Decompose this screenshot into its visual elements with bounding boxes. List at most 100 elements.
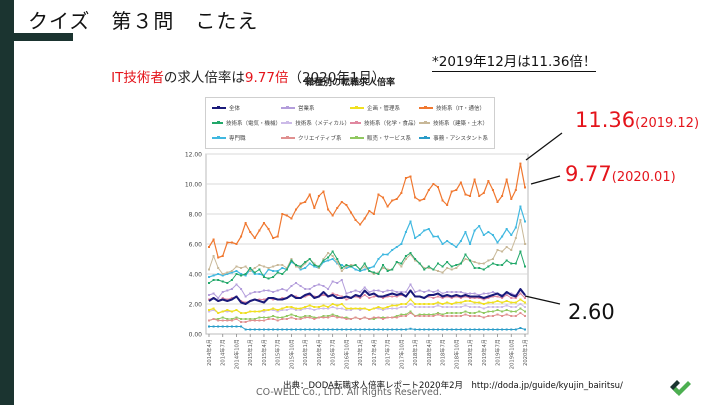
series-marker — [354, 295, 357, 298]
series-marker — [482, 303, 485, 305]
series-marker — [455, 267, 458, 269]
series-marker — [391, 249, 394, 251]
series-marker — [482, 262, 485, 265]
series-marker — [395, 307, 398, 310]
series-marker — [267, 268, 270, 271]
series-marker — [295, 309, 298, 311]
series-marker — [372, 271, 375, 274]
series-marker — [244, 318, 247, 320]
series-marker — [336, 307, 339, 310]
series-marker — [423, 313, 426, 316]
series-marker — [404, 328, 407, 331]
series-marker — [240, 321, 243, 323]
series-marker — [382, 297, 385, 299]
series-marker — [473, 229, 476, 232]
series-marker — [340, 267, 343, 269]
series-marker — [487, 328, 490, 331]
series-marker — [436, 262, 439, 265]
series-marker — [400, 291, 403, 293]
series-marker — [299, 267, 302, 269]
series-marker — [418, 262, 421, 265]
series-marker — [404, 258, 407, 260]
series-marker — [391, 328, 394, 331]
series-marker — [208, 325, 210, 328]
series-marker — [496, 306, 499, 308]
series-marker — [340, 316, 343, 319]
series-marker — [450, 312, 453, 314]
series-marker — [441, 328, 444, 331]
series-marker — [235, 318, 238, 320]
series-marker — [455, 315, 458, 317]
legend-swatch — [350, 105, 364, 109]
series-marker — [336, 261, 339, 263]
legend-item: 販売・サービス系 — [350, 131, 419, 146]
series-marker — [290, 285, 293, 287]
series-marker — [281, 309, 284, 311]
series-marker — [418, 234, 421, 236]
series-marker — [501, 301, 504, 304]
series-marker — [514, 310, 517, 313]
series-marker — [354, 268, 357, 271]
x-tick-label: 2016年7月 — [329, 339, 337, 366]
series-line — [208, 288, 526, 305]
series-marker — [510, 292, 513, 295]
series-marker — [322, 328, 325, 331]
x-tick-label: 2016年4月 — [315, 339, 323, 366]
series-marker — [327, 307, 330, 310]
series-marker — [409, 298, 412, 301]
series-marker — [235, 309, 238, 311]
series-marker — [400, 243, 403, 245]
legend-item: 技術系（電気・機械） — [212, 115, 281, 130]
series-marker — [295, 315, 298, 317]
series-marker — [491, 189, 494, 191]
series-marker — [487, 259, 490, 262]
series-marker — [226, 282, 229, 284]
legend-item: 事務・アシスタント系 — [419, 131, 488, 146]
series-marker — [519, 250, 522, 253]
headline: IT技術者の求人倍率は9.77倍（2020年1月） — [94, 50, 385, 102]
legend-item: 全体 — [212, 100, 281, 115]
series-marker — [295, 282, 298, 284]
legend-label: 技術系（電気・機械） — [225, 120, 281, 127]
series-marker — [281, 316, 284, 319]
series-marker — [382, 307, 385, 310]
series-marker — [409, 253, 412, 256]
series-marker — [304, 262, 307, 265]
series-marker — [510, 262, 513, 265]
series-marker — [212, 274, 215, 277]
series-marker — [363, 286, 366, 289]
series-marker — [308, 262, 311, 265]
series-marker — [491, 315, 494, 317]
series-marker — [505, 294, 508, 296]
series-marker — [450, 297, 453, 299]
series-marker — [491, 291, 494, 293]
series-marker — [514, 315, 517, 317]
series-marker — [317, 283, 320, 286]
series-marker — [478, 262, 481, 265]
series-marker — [331, 306, 334, 308]
series-marker — [409, 303, 412, 305]
legend-label: 営業系 — [298, 105, 315, 112]
x-tick-label: 2014年10月 — [232, 339, 240, 369]
series-marker — [258, 310, 261, 313]
series-marker — [276, 235, 279, 238]
series-marker — [505, 292, 508, 295]
series-marker — [368, 270, 371, 272]
series-marker — [322, 285, 325, 287]
series-marker — [441, 297, 444, 299]
series-marker — [400, 315, 403, 317]
series-marker — [272, 291, 275, 293]
legend-swatch — [281, 136, 295, 140]
y-tick-label: 10.00 — [185, 182, 202, 189]
series-marker — [226, 318, 229, 320]
series-marker — [258, 264, 261, 266]
series-marker — [258, 291, 261, 293]
series-marker — [441, 313, 444, 316]
series-marker — [253, 310, 256, 313]
series-marker — [272, 276, 275, 278]
series-marker — [272, 328, 275, 331]
series-marker — [221, 280, 224, 283]
series-marker — [464, 258, 467, 260]
series-marker — [473, 306, 476, 308]
series-marker — [464, 292, 467, 295]
